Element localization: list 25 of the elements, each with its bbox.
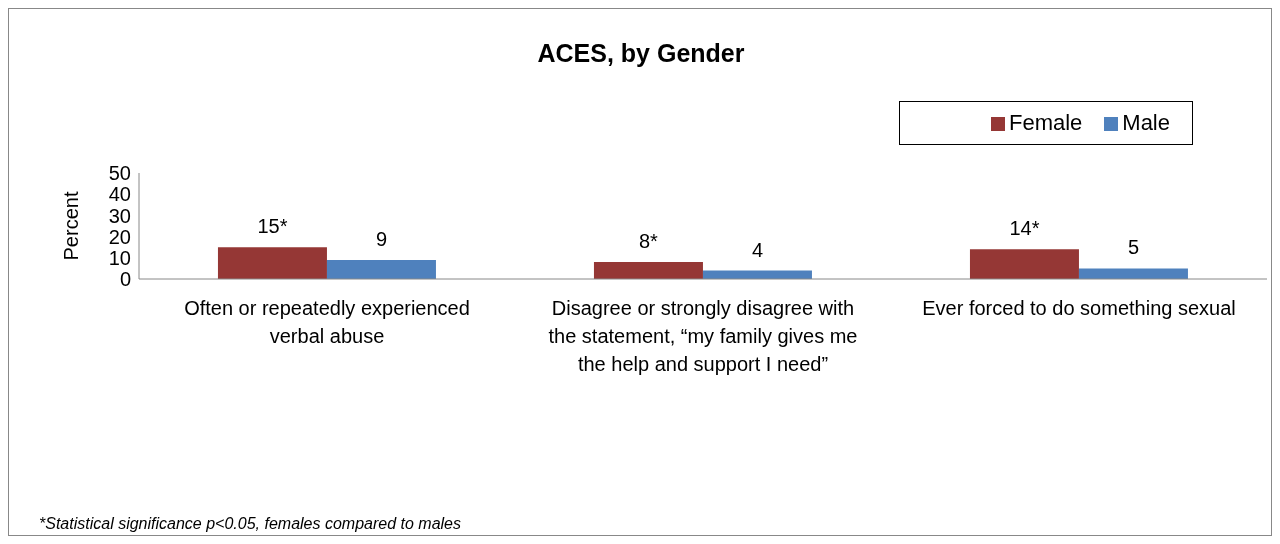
bar — [326, 259, 436, 279]
y-axis-title: Percent — [60, 191, 83, 261]
y-tick-label: 20 — [108, 225, 131, 248]
legend-label: Female — [1008, 110, 1083, 135]
y-tick-label: 40 — [108, 183, 131, 206]
y-tick-label: 0 — [119, 268, 131, 291]
bar — [593, 262, 703, 279]
data-label: 5 — [1127, 236, 1140, 259]
y-tick-label: 10 — [108, 246, 131, 269]
data-label: 15* — [257, 215, 288, 238]
x-tick-label: Often or repeatedly experienced verbal abuse — [184, 297, 470, 347]
legend-label: Male — [1122, 110, 1170, 135]
y-tick-label: 30 — [108, 204, 131, 227]
bar — [1078, 268, 1188, 279]
bar — [217, 247, 327, 279]
data-label: 9 — [375, 227, 388, 250]
text: *Statistical significance p<0.05, females compared to males — [39, 515, 461, 533]
x-tick-label: Ever forced to do something sexual — [922, 297, 1236, 319]
bar — [969, 249, 1079, 279]
x-tick-label: Disagree or strongly disagree with the statement, “my family gives me the help and support I need” — [548, 297, 858, 375]
y-tick-label: 50 — [108, 162, 131, 185]
chart-title: ACES, by Gender — [536, 39, 746, 68]
data-label: 8* — [639, 230, 659, 253]
data-label: 14* — [1009, 217, 1040, 240]
data-label: 4 — [751, 238, 764, 261]
